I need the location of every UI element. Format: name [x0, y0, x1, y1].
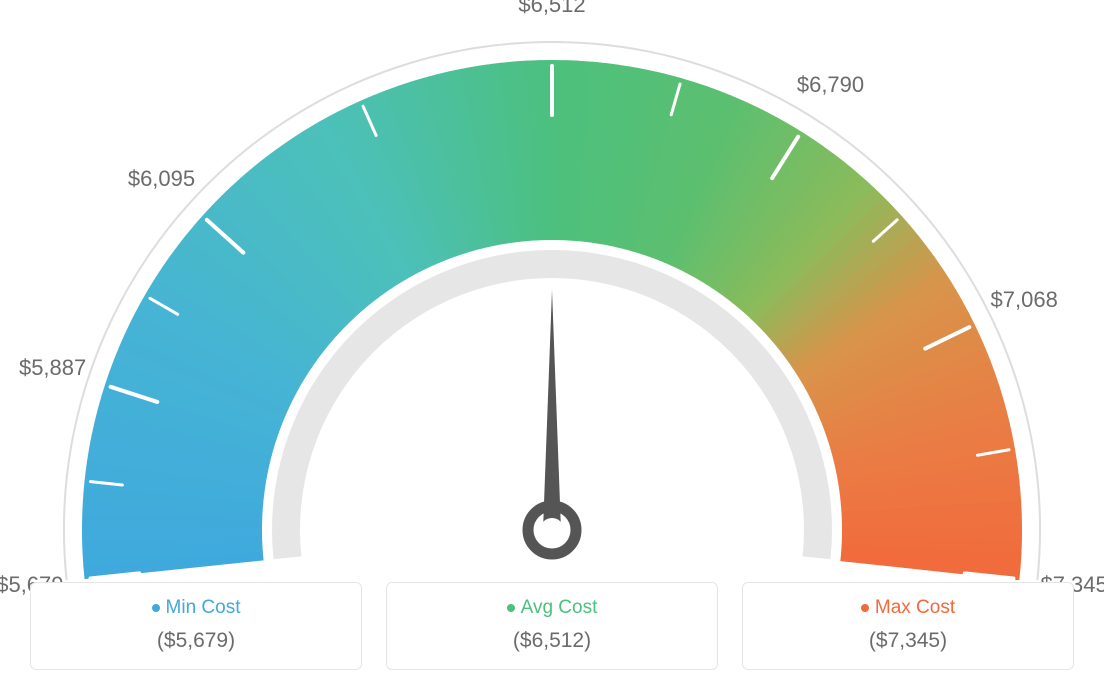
gauge-tick-label: $7,068 [991, 287, 1058, 313]
legend-avg-value: ($6,512) [407, 629, 697, 653]
legend-min-card: Min Cost ($5,679) [30, 582, 362, 670]
gauge-tick-label: $6,512 [518, 0, 585, 18]
legend-max-title-text: Max Cost [875, 597, 955, 618]
legend-min-value: ($5,679) [51, 629, 341, 653]
legend-min-title-text: Min Cost [166, 597, 241, 618]
legend-max-value: ($7,345) [763, 629, 1053, 653]
gauge-chart-container: $5,679$5,887$6,095$6,512$6,790$7,068$7,3… [0, 0, 1104, 690]
gauge: $5,679$5,887$6,095$6,512$6,790$7,068$7,3… [22, 20, 1082, 580]
gauge-tick-label: $5,887 [19, 355, 86, 381]
legend-avg-card: Avg Cost ($6,512) [386, 582, 718, 670]
gauge-svg [22, 20, 1082, 580]
legend-max-title: Max Cost [763, 597, 1053, 619]
legend-avg-title: Avg Cost [407, 597, 697, 619]
legend-row: Min Cost ($5,679) Avg Cost ($6,512) Max … [30, 582, 1074, 670]
legend-avg-title-text: Avg Cost [521, 597, 598, 618]
legend-avg-bullet [507, 604, 515, 612]
gauge-tick-label: $6,790 [797, 72, 864, 98]
gauge-tick-label: $6,095 [128, 166, 195, 192]
legend-min-title: Min Cost [51, 597, 341, 619]
legend-max-card: Max Cost ($7,345) [742, 582, 1074, 670]
legend-min-bullet [152, 604, 160, 612]
legend-max-bullet [861, 604, 869, 612]
